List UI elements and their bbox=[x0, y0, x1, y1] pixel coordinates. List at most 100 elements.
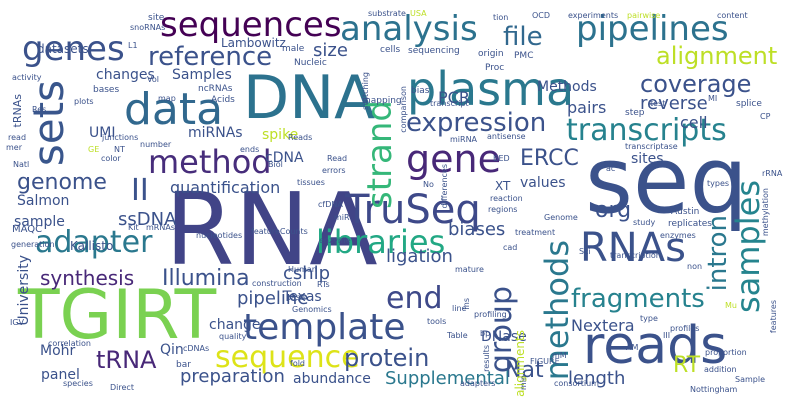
word: treatment bbox=[515, 228, 556, 237]
word: Sci bbox=[579, 247, 591, 256]
word: Human bbox=[288, 265, 317, 274]
word: substrate bbox=[368, 9, 406, 18]
word: base bbox=[286, 293, 306, 302]
word: test bbox=[650, 99, 666, 108]
word: template bbox=[243, 307, 406, 348]
word: construction bbox=[252, 279, 302, 288]
word: size bbox=[313, 40, 348, 61]
word: min bbox=[519, 375, 528, 391]
word: features bbox=[769, 300, 778, 334]
word: rRNA bbox=[762, 169, 783, 178]
word: Genome bbox=[544, 213, 578, 222]
word: RTs bbox=[317, 280, 330, 289]
word: L1 bbox=[128, 41, 138, 50]
word: non bbox=[687, 262, 703, 271]
word: bases bbox=[93, 85, 120, 95]
word: Kit bbox=[128, 223, 139, 232]
word: Nextera bbox=[571, 316, 635, 335]
word: reverse bbox=[640, 93, 708, 114]
word: IGV bbox=[10, 318, 25, 327]
word: Illumina bbox=[162, 266, 250, 291]
word: org bbox=[595, 198, 632, 223]
word: ERCC bbox=[520, 146, 579, 171]
word: Qin bbox=[160, 342, 184, 358]
word: ends bbox=[240, 145, 260, 154]
word: RT bbox=[673, 353, 701, 378]
word: USA bbox=[410, 9, 427, 18]
word: sets bbox=[24, 80, 73, 167]
word: Direct bbox=[110, 383, 134, 392]
word: genome bbox=[17, 170, 107, 195]
word: III bbox=[663, 331, 671, 340]
word: replicates bbox=[668, 219, 712, 229]
word: read bbox=[8, 133, 27, 142]
word: Res bbox=[32, 105, 47, 114]
word: data bbox=[124, 84, 224, 135]
word: cfDNA bbox=[318, 200, 343, 209]
word: proportion bbox=[705, 348, 747, 357]
word: transcriptase bbox=[625, 142, 678, 151]
word: plasma bbox=[407, 62, 575, 116]
word: NT bbox=[114, 145, 125, 154]
word: analysis bbox=[340, 9, 478, 49]
word: values bbox=[520, 175, 566, 191]
word: preparation bbox=[180, 366, 285, 387]
word: protein bbox=[344, 344, 430, 372]
word: Natl bbox=[13, 160, 30, 169]
word: No bbox=[423, 180, 434, 189]
word: end bbox=[386, 281, 443, 316]
word: quality bbox=[219, 332, 247, 341]
word: splice bbox=[736, 99, 762, 109]
word: cell bbox=[680, 113, 708, 132]
word: junctions bbox=[102, 133, 139, 142]
word: pairs bbox=[567, 98, 607, 117]
word: DNase bbox=[481, 329, 527, 345]
word: mapping bbox=[362, 96, 402, 106]
word: panel bbox=[41, 367, 80, 383]
word: UMI bbox=[89, 125, 116, 141]
word: ncRNAs bbox=[198, 84, 233, 94]
word: ins bbox=[462, 298, 471, 310]
word: type bbox=[640, 314, 658, 323]
word: map bbox=[158, 94, 176, 103]
word: pipeline bbox=[237, 288, 309, 309]
word: addition bbox=[704, 365, 737, 374]
word: miRNAs bbox=[188, 125, 243, 141]
word: correlation bbox=[48, 339, 91, 348]
word: samples bbox=[729, 180, 767, 314]
word: GE bbox=[88, 145, 100, 154]
word: mM bbox=[552, 351, 567, 360]
word: seq bbox=[585, 127, 748, 234]
word: bias bbox=[411, 86, 430, 96]
word: experiments bbox=[568, 11, 619, 20]
word: comparison bbox=[399, 86, 408, 133]
word: transcript bbox=[430, 99, 469, 108]
word: antisense bbox=[487, 132, 526, 141]
word: Nat bbox=[505, 358, 544, 383]
word: cDNAs bbox=[183, 344, 210, 353]
word: Austin bbox=[671, 207, 700, 217]
word: MI bbox=[708, 94, 718, 103]
word: step bbox=[625, 108, 645, 118]
word: coverage bbox=[640, 70, 752, 98]
word: sequence bbox=[215, 340, 360, 375]
word: profiling bbox=[474, 310, 507, 319]
word: abundance bbox=[293, 371, 371, 387]
word: consortium bbox=[554, 379, 599, 388]
word: bp bbox=[480, 329, 491, 338]
word: site bbox=[148, 13, 165, 23]
word: transcription bbox=[610, 251, 661, 260]
word: changes bbox=[96, 67, 155, 83]
word: adapter bbox=[35, 225, 153, 260]
word: fold bbox=[290, 359, 306, 368]
word: expression bbox=[406, 108, 547, 138]
word: MAQC bbox=[12, 224, 43, 235]
word: RNA bbox=[165, 171, 378, 288]
word: species bbox=[63, 379, 93, 388]
word: nucleotides bbox=[196, 231, 243, 240]
word: content bbox=[717, 11, 748, 20]
word: plots bbox=[74, 97, 94, 106]
word: PCR bbox=[438, 88, 470, 107]
word: methylation bbox=[761, 188, 770, 237]
